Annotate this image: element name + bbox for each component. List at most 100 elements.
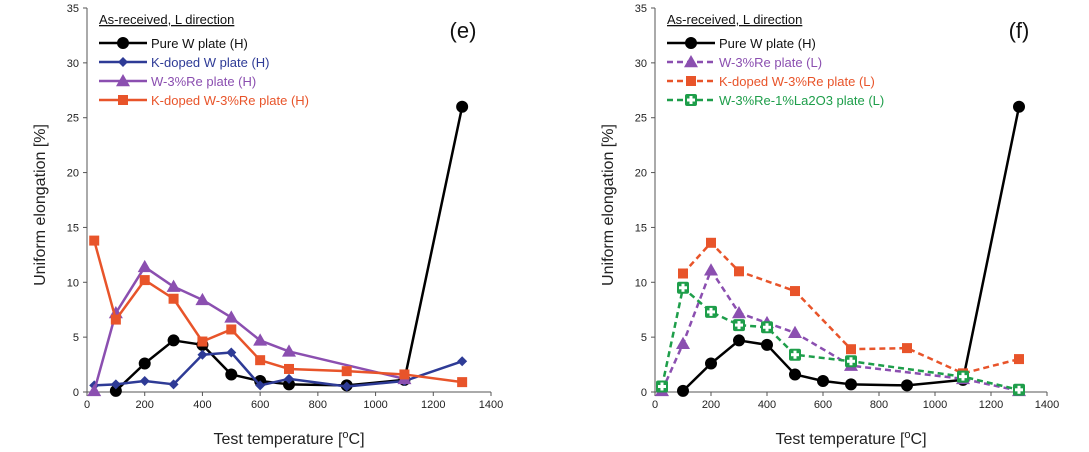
- legend: As-received, L direction Pure W plate (H)…: [99, 12, 309, 108]
- legend: As-received, L direction Pure W plate (H)…: [667, 12, 884, 108]
- panel-label: (f): [1009, 18, 1030, 43]
- data-point: [789, 368, 801, 381]
- data-point: [110, 314, 121, 325]
- data-point: [225, 368, 238, 381]
- legend-entry: K-doped W-3%Re plate (H): [99, 93, 309, 108]
- data-point: [902, 343, 912, 354]
- series-k-doped-w-3-re-plate-h: [89, 235, 468, 388]
- data-point: [139, 376, 150, 387]
- data-point: [734, 266, 744, 277]
- data-point: [255, 380, 266, 391]
- data-point-h: [658, 385, 666, 389]
- data-point: [139, 275, 150, 286]
- chart-panel-f: 0 5 10 15 20 25 30 35 0 200 400 600 800 1000 1200 1400 T…: [600, 3, 1059, 448]
- y-tick-label: 0: [73, 387, 79, 399]
- data-point: [110, 379, 121, 390]
- legend-swatch-marker: [118, 57, 128, 67]
- data-point-h: [791, 353, 799, 357]
- legend-label: Pure W plate (H): [151, 36, 248, 51]
- legend-swatch-marker: [685, 94, 697, 106]
- data-point: [195, 292, 210, 306]
- data-point: [89, 235, 100, 246]
- y-tick-label: 15: [67, 222, 79, 234]
- x-tick-label: 1000: [923, 399, 947, 411]
- x-tick-label: 1000: [363, 399, 387, 411]
- panel-label: (e): [450, 18, 477, 43]
- x-tick-label: 800: [309, 399, 327, 411]
- data-point: [706, 237, 716, 248]
- legend-label: K-doped W plate (H): [151, 55, 270, 70]
- data-point: [845, 378, 857, 391]
- y-tick-label: 25: [635, 113, 647, 125]
- data-point: [87, 383, 102, 397]
- x-axis-label-main: Test temperature [: [213, 431, 343, 448]
- series-w-3-re-plate-l: [655, 263, 1026, 397]
- legend-swatch-marker: [685, 37, 697, 49]
- data-point: [224, 310, 239, 323]
- series-line: [682, 241, 1020, 375]
- x-tick-label: 200: [136, 399, 154, 411]
- series-w-3-re-1-la2o3-plate-l: [656, 281, 1025, 396]
- x-tick-label: 1400: [1035, 399, 1059, 411]
- y-tick-label: 15: [635, 222, 647, 234]
- data-point: [284, 373, 294, 384]
- legend-swatch-marker: [117, 37, 129, 49]
- series-line: [682, 106, 1021, 392]
- data-point: [253, 333, 268, 346]
- data-point: [1014, 354, 1024, 365]
- data-point: [197, 336, 208, 347]
- data-point: [845, 355, 857, 368]
- data-point: [341, 366, 352, 377]
- legend-label: W-3%Re plate (H): [151, 74, 256, 89]
- x-tick-label: 200: [702, 399, 720, 411]
- data-point-h: [763, 325, 771, 329]
- data-point-h: [1015, 388, 1023, 392]
- legend-label: K-doped W-3%Re plate (H): [151, 93, 309, 108]
- y-tick-label: 10: [635, 277, 647, 289]
- legend-label: K-doped W-3%Re plate (L): [719, 74, 875, 89]
- data-point: [197, 349, 208, 360]
- legend-label: W-3%Re-1%La2O3 plate (L): [719, 93, 884, 108]
- data-point: [901, 379, 913, 392]
- y-tick-label: 35: [635, 3, 647, 15]
- data-point: [138, 357, 151, 370]
- legend-title: As-received, L direction: [667, 12, 802, 27]
- legend-title: As-received, L direction: [99, 12, 234, 27]
- data-point: [705, 305, 717, 318]
- x-tick-label: 0: [652, 399, 658, 411]
- x-tick-label: 1200: [421, 399, 445, 411]
- legend-entry: K-doped W-3%Re plate (L): [667, 74, 875, 89]
- data-point: [817, 375, 829, 388]
- y-axis-label: Uniform elongation [%]: [32, 124, 49, 286]
- legend-swatch-marker: [686, 76, 696, 86]
- x-axis-label: Test temperature [oC]: [775, 429, 926, 448]
- data-point-h: [679, 286, 687, 290]
- data-point: [957, 370, 969, 383]
- data-point: [733, 334, 745, 347]
- data-point: [789, 348, 801, 361]
- legend-entry: K-doped W plate (H): [99, 55, 270, 70]
- data-point: [166, 279, 181, 292]
- data-point: [732, 306, 746, 319]
- data-point: [656, 380, 668, 393]
- data-point: [790, 286, 800, 297]
- legend-entry: W-3%Re plate (H): [99, 74, 256, 89]
- data-point: [226, 347, 237, 358]
- x-tick-label: 1200: [979, 399, 1003, 411]
- x-tick-label: 400: [758, 399, 776, 411]
- series-line: [660, 286, 1020, 392]
- data-point: [457, 377, 468, 388]
- legend-swatch-marker: [684, 55, 698, 68]
- x-tick-label: 400: [193, 399, 211, 411]
- data-point: [168, 379, 179, 390]
- data-point: [677, 281, 689, 294]
- legend-entry: Pure W plate (H): [99, 36, 248, 51]
- legend-swatch-marker: [116, 74, 130, 87]
- y-axis-label: Uniform elongation [%]: [600, 124, 617, 286]
- data-point: [676, 336, 690, 349]
- legend-label: Pure W plate (H): [719, 36, 816, 51]
- data-point-h: [707, 310, 715, 314]
- series-w-3-re-plate-h: [87, 259, 412, 397]
- data-point: [788, 325, 802, 339]
